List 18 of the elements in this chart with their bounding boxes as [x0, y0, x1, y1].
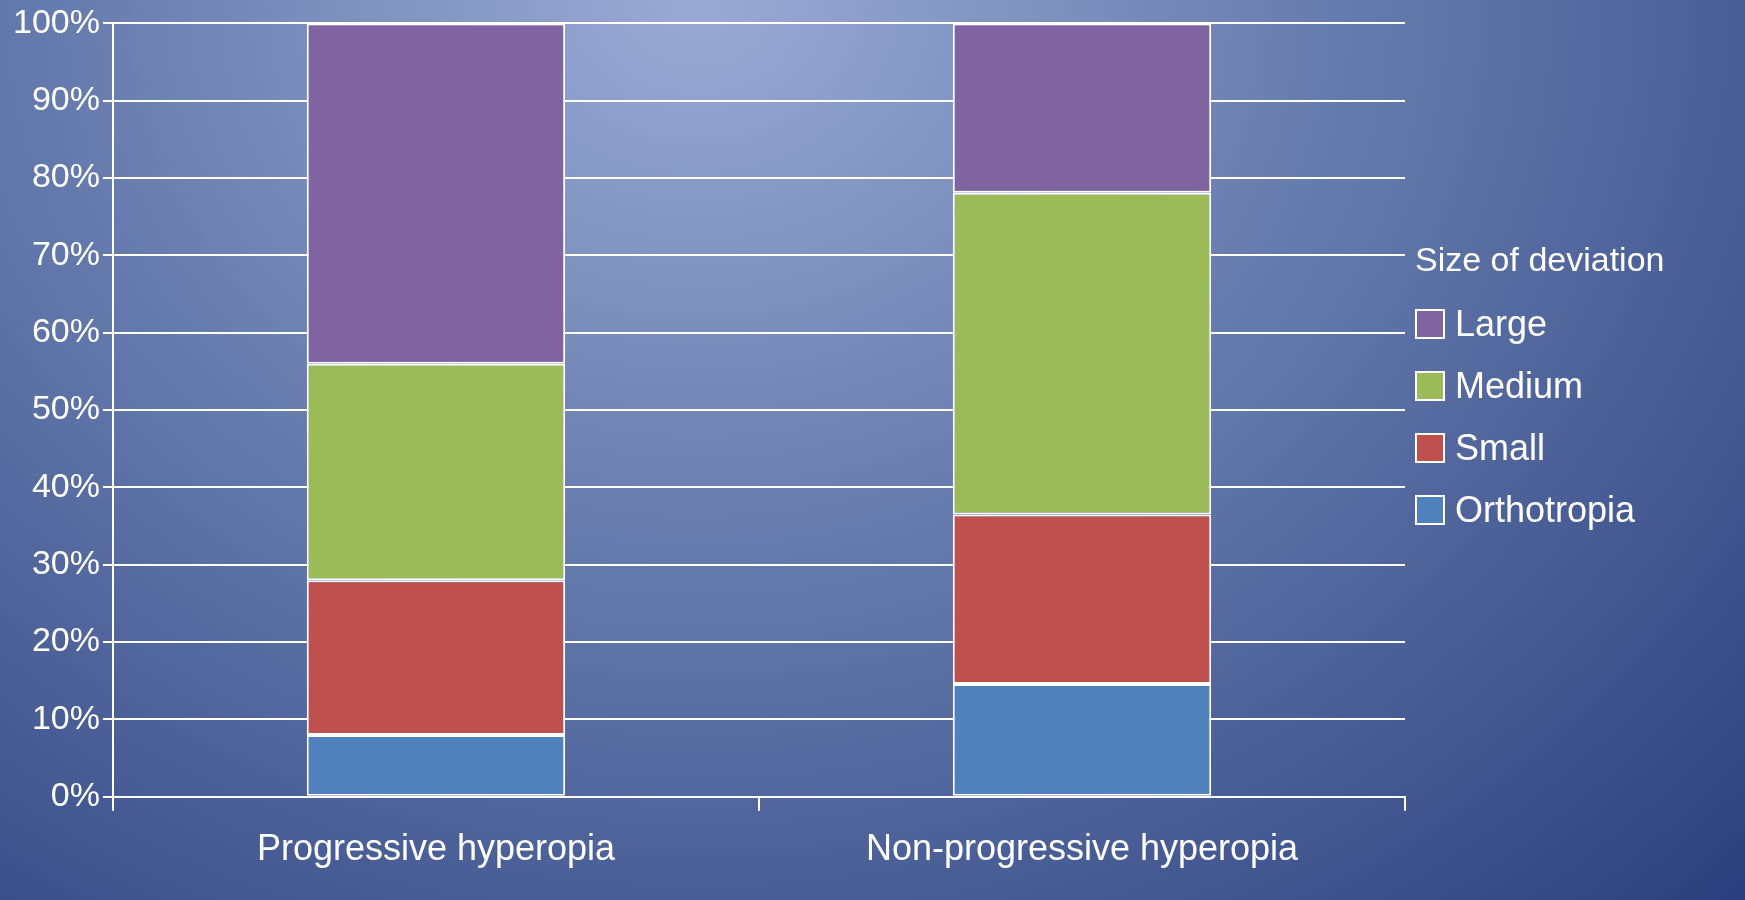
y-tick-label: 90% — [31, 79, 100, 118]
y-tick-label: 30% — [31, 543, 100, 582]
x-tick-label: Progressive hyperopia — [256, 827, 617, 869]
y-tick-label: 40% — [31, 465, 100, 504]
y-tick-label: 50% — [31, 388, 100, 427]
y-tick-label: 0% — [50, 775, 100, 814]
x-tick-label: Non-progressive hyperopia — [865, 827, 1300, 869]
legend-title: Size of deviation — [1415, 239, 1666, 279]
y-tick-label: 20% — [31, 620, 100, 659]
text: Medium — [1455, 364, 1584, 407]
legend-label: Large — [1455, 302, 1548, 345]
y-tick-label: 100% — [12, 1, 100, 40]
legend-label: Small — [1455, 426, 1546, 469]
y-tick-label: 70% — [31, 233, 100, 272]
y-tick-label: 60% — [31, 311, 100, 350]
y-tick-label: 80% — [31, 156, 100, 195]
legend-label: Orthotropia — [1455, 488, 1636, 531]
y-tick-label: 10% — [31, 697, 100, 736]
